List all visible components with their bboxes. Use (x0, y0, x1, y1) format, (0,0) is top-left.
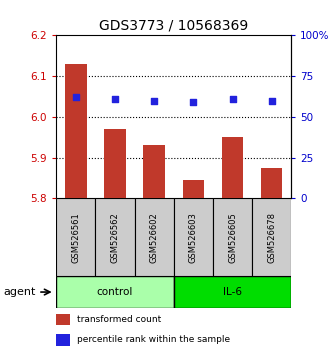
Text: GSM526602: GSM526602 (150, 212, 159, 263)
Text: percentile rank within the sample: percentile rank within the sample (77, 336, 231, 344)
Point (152, 98, 157, 103)
Point (269, 98, 274, 103)
Point (230, 96, 235, 102)
Bar (56, 276, 174, 308)
Bar (261, 168, 282, 198)
Text: transformed count: transformed count (77, 315, 162, 324)
Bar (95, 198, 135, 276)
Bar (252, 198, 291, 276)
Bar (183, 180, 204, 198)
Bar (143, 145, 165, 198)
Text: GSM526678: GSM526678 (267, 212, 276, 263)
Point (73, 95, 78, 100)
Text: GSM526562: GSM526562 (111, 212, 119, 263)
Bar (56, 334, 71, 346)
Bar (174, 276, 291, 308)
Bar (135, 198, 174, 276)
Text: GSM526561: GSM526561 (71, 212, 80, 263)
Title: GDS3773 / 10568369: GDS3773 / 10568369 (99, 19, 248, 33)
Text: GSM526605: GSM526605 (228, 212, 237, 263)
Point (113, 96, 118, 102)
Bar (56, 198, 95, 276)
Bar (56, 314, 71, 325)
Text: control: control (97, 287, 133, 297)
Bar (104, 129, 126, 198)
Bar (65, 64, 87, 198)
Text: IL-6: IL-6 (223, 287, 242, 297)
Text: GSM526603: GSM526603 (189, 212, 198, 263)
Text: agent: agent (3, 287, 36, 297)
Point (191, 99, 196, 105)
Bar (174, 198, 213, 276)
Bar (222, 137, 243, 198)
Bar (213, 198, 252, 276)
